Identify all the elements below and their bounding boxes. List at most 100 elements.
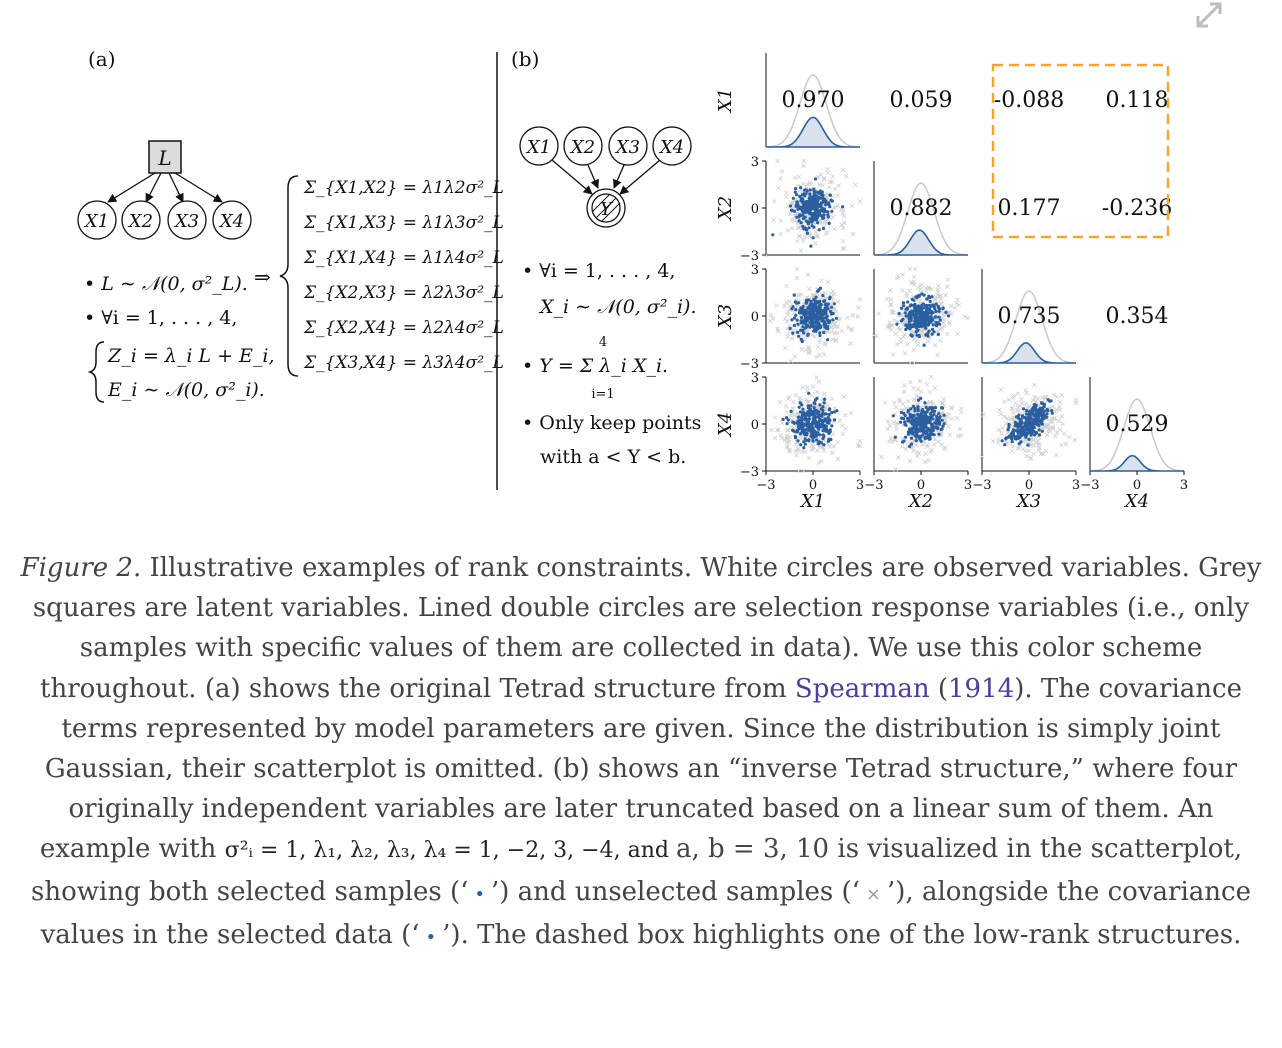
selected-point — [1027, 416, 1031, 420]
unselected-point — [797, 234, 803, 239]
unselected-point — [942, 416, 948, 422]
selected-point — [906, 323, 910, 327]
selected-point — [797, 215, 801, 219]
unselected-point — [853, 182, 858, 188]
selected-point — [1048, 399, 1052, 403]
selected-point — [809, 425, 813, 429]
x-tick-label: 0 — [1133, 478, 1141, 493]
unselected-point — [786, 331, 791, 337]
unselected-point — [1030, 437, 1036, 443]
citation-year-link[interactable]: 1914 — [948, 673, 1015, 704]
unselected-point — [1004, 416, 1010, 421]
selected-point — [818, 417, 822, 421]
unselected-point — [884, 296, 889, 302]
selected-point — [813, 402, 817, 406]
selected-point — [942, 413, 946, 417]
selected-point — [806, 406, 811, 410]
selected-point — [821, 294, 825, 298]
selected-point — [910, 297, 914, 301]
selected-point — [893, 435, 897, 439]
selected-point — [828, 430, 832, 434]
unselected-point — [949, 416, 954, 422]
selected-point — [924, 333, 928, 337]
selected-point — [812, 225, 816, 229]
selected-point — [809, 404, 813, 408]
unselected-point — [818, 459, 824, 464]
unselected-point — [817, 339, 822, 345]
selected-point — [934, 302, 938, 306]
unselected-point — [770, 316, 776, 321]
selected-point — [818, 331, 822, 335]
x-axis-label: X3 — [1015, 491, 1041, 512]
unselected-point — [783, 345, 788, 351]
selected-point — [804, 412, 808, 416]
panel-b-sum-bottom: i=1 — [591, 387, 614, 402]
selected-point — [906, 430, 911, 434]
selected-point — [830, 199, 834, 203]
selected-point — [934, 309, 938, 314]
unselected-point — [821, 175, 827, 181]
selected-point — [911, 323, 916, 327]
selected-point — [826, 439, 831, 443]
citation-author-link[interactable]: Spearman — [794, 673, 930, 704]
unselected-point — [894, 420, 899, 426]
unselected-point — [1030, 398, 1036, 403]
unselected-point — [885, 426, 890, 432]
selected-point — [807, 306, 812, 310]
y-tick-label: −3 — [740, 465, 759, 480]
unselected-point — [1052, 415, 1057, 421]
unselected-point — [1005, 440, 1010, 445]
unselected-point — [914, 338, 920, 344]
observed-nodes-b: X1 X2 X3 X4 — [519, 126, 692, 166]
unselected-point — [833, 337, 838, 342]
unselected-point — [1015, 446, 1021, 451]
unselected-point — [799, 449, 805, 454]
unselected-point — [917, 378, 923, 384]
unselected-point — [1045, 423, 1051, 429]
selected-point — [815, 299, 819, 304]
selected-point — [895, 322, 899, 326]
unselected-point — [946, 319, 952, 325]
node-x4-b — [652, 126, 692, 166]
unselected-point — [902, 332, 907, 337]
selected-point — [804, 219, 809, 223]
selected-point — [1014, 437, 1019, 441]
unselected-point — [1053, 409, 1058, 414]
unselected-point — [998, 387, 1004, 393]
caption-figure-label: Figure 2. — [20, 553, 142, 583]
unselected-point — [913, 266, 918, 272]
unselected-point — [943, 292, 948, 298]
panel-b-bullet-3: • Only keep points — [522, 412, 701, 434]
unselected-point — [915, 387, 921, 392]
unselected-point — [1050, 419, 1055, 424]
unselected-point — [821, 448, 827, 453]
unselected-point — [777, 399, 783, 405]
unselected-point — [787, 448, 792, 454]
selected-point — [799, 199, 803, 203]
selected-point — [1007, 422, 1011, 426]
selected-point — [1043, 409, 1047, 413]
unselected-point — [843, 173, 849, 179]
selected-point — [822, 330, 826, 335]
selected-point — [1037, 424, 1041, 428]
selected-point — [814, 314, 819, 318]
selected-point — [817, 196, 821, 200]
unselected-point — [776, 185, 781, 191]
unselected-point — [840, 431, 846, 437]
selected-point — [944, 310, 948, 314]
selected-point — [930, 406, 934, 410]
unselected-point — [955, 297, 960, 303]
unselected-point — [839, 328, 845, 334]
x-tick-label: 3 — [1180, 478, 1188, 493]
selected-point — [922, 411, 927, 415]
unselected-point — [925, 442, 930, 448]
y-axis-label: X3 — [715, 304, 736, 330]
unselected-point — [828, 290, 834, 296]
expand-icon[interactable] — [1192, 0, 1226, 30]
selected-point — [827, 413, 831, 417]
unselected-point — [825, 230, 830, 235]
selected-point — [822, 209, 826, 214]
selected-point — [934, 422, 939, 426]
selected-point — [830, 305, 834, 309]
